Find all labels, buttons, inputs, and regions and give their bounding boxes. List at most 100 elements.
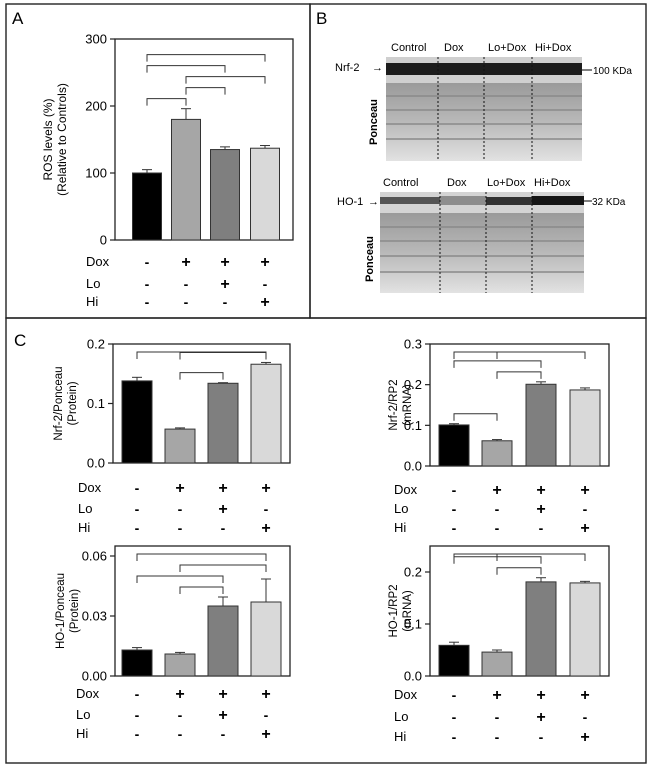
ho1-mrna-plot-frame [429, 545, 610, 677]
ros-ytick-label: 200 [85, 99, 107, 114]
nrf2-protein-treatment-mark: + [175, 480, 184, 497]
nrf2-protein-ylabel-line: (Protein) [67, 381, 79, 425]
ho1-protein-treatment-label-lo: Lo [76, 707, 90, 722]
blot-nrf2: Control Dox Lo+Dox Hi+Dox Nrf-2 → 100 KD… [335, 42, 632, 161]
nrf2-protein-bar-hi-dox [250, 363, 282, 464]
ho1-protein-treatment-mark: - [135, 686, 140, 702]
nrf2-protein-treatment-mark: + [261, 480, 270, 497]
panel-label-c: C [14, 331, 26, 350]
ros-ylabel-line: (Relative to Controls) [55, 83, 69, 196]
ho1-protein-significance-bracket [136, 575, 224, 583]
ho1-protein-treatment-mark: + [218, 686, 227, 703]
ho1-protein-treatment-label-dox: Dox [76, 686, 100, 701]
nrf2-mrna-treatment-mark: + [580, 520, 589, 537]
chart-nrf2-mrna: 0.0 0.1 0.2 0.3 Nrf-2/RP2 (mRNA) Dox - + + + Lo - - + -… [388, 337, 610, 537]
ho1-mrna-ylabel-line: HO-1/RP2 [388, 584, 400, 637]
blot-ho1-ponceau-bands [380, 226, 584, 273]
blot-ho1-band-hi-dox [532, 196, 584, 205]
blot-nrf2-size-label: 100 KDa [593, 66, 632, 77]
nrf2-protein-significance-bracket [136, 351, 267, 359]
ho1-protein-treatment-mark: - [264, 707, 269, 723]
ho1-mrna-treatment-mark: + [536, 709, 545, 726]
blot-ho1-arrow: → [368, 196, 379, 208]
nrf2-protein-treatment-mark: - [178, 501, 183, 517]
nrf2-protein-ytick-label: 0.1 [87, 396, 105, 411]
nrf2-protein-treatment-mark: - [135, 520, 140, 536]
blot-ho1-stain-label: Ponceau [364, 236, 376, 282]
ho1-mrna-bar-lo-dox [525, 581, 557, 677]
nrf2-mrna-treatment-mark: - [452, 520, 457, 536]
ros-ytick-label: 100 [85, 166, 107, 181]
ros-ylabel-line: ROS levels (%) [41, 98, 55, 180]
nrf2-mrna-treatment-mark: - [539, 520, 544, 536]
ho1-protein-treatment-mark: + [261, 726, 270, 743]
ho1-mrna-ytick-label: 0.2 [404, 565, 422, 580]
blot-nrf2-group-dox: Dox [444, 42, 464, 54]
ros-significance-bracket [146, 65, 226, 73]
nrf2-protein-treatment-mark: - [264, 501, 269, 517]
nrf2-protein-bar-control [121, 380, 153, 464]
ho1-mrna-treatment-mark: + [492, 687, 501, 704]
chart-ho1-mrna: 0.0 0.1 0.2 HO-1/RP2 (mRNA) Dox - + + + Lo - - + - Hi - -… [388, 545, 610, 746]
ho1-mrna-treatment-label-hi: Hi [394, 729, 406, 744]
blot-nrf2-lane-dividers [437, 57, 533, 161]
ho1-mrna-bar-control [438, 644, 470, 677]
ho1-protein-treatment-mark: + [218, 707, 227, 724]
ros-significance-bracket [146, 54, 266, 62]
blot-nrf2-group-hi-dox: Hi+Dox [535, 42, 572, 54]
nrf2-mrna-treatment-mark: + [492, 482, 501, 499]
nrf2-mrna-significance-bracket [453, 351, 586, 359]
nrf2-protein-ytick-label: 0.0 [87, 456, 105, 471]
nrf2-mrna-ytick-label: 0.0 [404, 459, 422, 474]
ho1-protein-ylabel-line: (Protein) [69, 589, 81, 633]
blot-ho1-group-dox: Dox [447, 177, 467, 189]
nrf2-mrna-treatment-label-dox: Dox [394, 482, 418, 497]
ho1-protein-bar-dox [164, 653, 196, 677]
nrf2-mrna-treatment-mark: - [583, 501, 588, 517]
ho1-mrna-treatment-mark: - [583, 709, 588, 725]
blot-ho1-lane-dividers [439, 192, 533, 293]
ho1-protein-treatment-mark: + [175, 686, 184, 703]
ho1-mrna-treatment-mark: - [495, 729, 500, 745]
chart-nrf2-protein: 0.0 0.1 0.2 Nrf-2/Ponceau (Protein) Dox - + + + Lo… [53, 337, 291, 537]
blot-nrf2-group-lo-dox: Lo+Dox [488, 42, 527, 54]
ho1-mrna-treatment-mark: - [452, 687, 457, 703]
nrf2-mrna-ylabel-line: (mRNA) [402, 384, 414, 426]
ros-treatment-label-hi: Hi [86, 294, 98, 309]
nrf2-protein-treatment-label-dox: Dox [78, 480, 102, 495]
ho1-mrna-ytick-label: 0.1 [404, 617, 422, 632]
ros-treatment-mark: - [184, 276, 189, 292]
ros-treatment-mark: - [263, 276, 268, 292]
nrf2-protein-treatment-mark: + [261, 520, 270, 537]
ho1-protein-ytick-label: 0.06 [82, 549, 107, 564]
nrf2-mrna-significance-bracket [453, 360, 542, 368]
ho1-mrna-ytick-label: 0.0 [404, 669, 422, 684]
nrf2-mrna-treatment-label-lo: Lo [394, 501, 408, 516]
nrf2-mrna-ytick-label: 0.3 [404, 337, 422, 352]
chart-ros-levels: 0 100 200 300 ROS levels (%) (Relative to Con… [41, 32, 294, 311]
nrf2-protein-significance-bracket [179, 351, 267, 360]
blot-ho1-band-label: HO-1 [337, 196, 363, 208]
nrf2-mrna-treatment-mark: + [536, 501, 545, 518]
ho1-protein-treatment-mark: + [261, 686, 270, 703]
nrf2-mrna-treatment-mark: - [495, 520, 500, 536]
nrf2-mrna-bar-control [438, 424, 470, 467]
nrf2-mrna-treatment-label-hi: Hi [394, 520, 406, 535]
ho1-protein-treatment-mark: - [178, 707, 183, 723]
ros-treatment-mark: + [181, 254, 190, 271]
blot-ho1-band-dox [440, 196, 486, 205]
blot-nrf2-stain-label: Ponceau [368, 99, 380, 145]
ho1-mrna-significance-bracket [453, 553, 586, 561]
nrf2-mrna-treatment-mark: + [580, 482, 589, 499]
nrf2-mrna-ytick-label: 0.1 [404, 418, 422, 433]
blot-ho1: Control Dox Lo+Dox Hi+Dox HO-1 → 32 KDa … [337, 177, 626, 293]
blot-ho1-size-label: 32 KDa [592, 197, 626, 208]
ho1-mrna-treatment-mark: - [539, 729, 544, 745]
nrf2-protein-treatment-mark: + [218, 480, 227, 497]
blot-ho1-band-lo-dox [486, 197, 532, 205]
ho1-mrna-treatment-mark: + [580, 729, 589, 746]
blot-ho1-group-hi-dox: Hi+Dox [534, 177, 571, 189]
ho1-mrna-bar-dox [481, 651, 513, 677]
ho1-protein-significance-bracket [136, 553, 267, 561]
ho1-protein-significance-bracket [179, 564, 267, 572]
